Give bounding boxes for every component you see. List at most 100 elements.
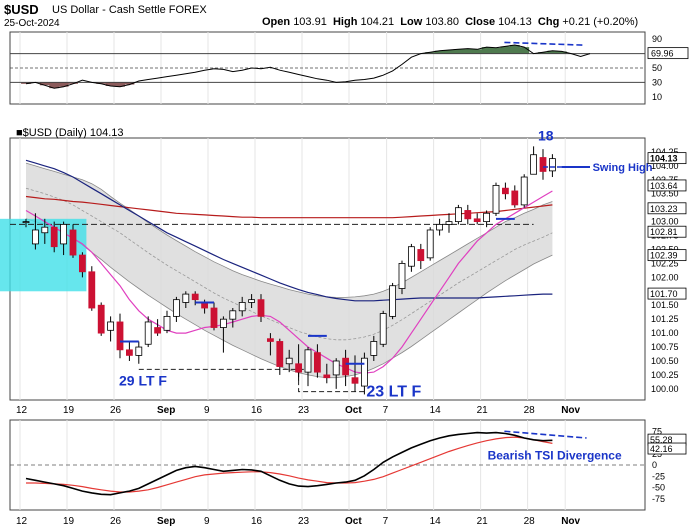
candle-body [229,310,237,320]
date-tick-label-bottom: 21 [477,516,489,527]
candle-body [219,318,227,328]
candle-body [276,341,284,367]
date-tick-label-bottom: 12 [16,516,28,527]
date-tick-label: 14 [430,405,442,416]
date-tick-label: 26 [110,405,122,416]
candle-body [50,226,58,248]
date-tick-label: Oct [345,405,362,416]
price-tick-label: 101.00 [651,328,679,338]
price-tick-label: 100.50 [651,356,679,366]
candle-body [511,190,519,206]
date-tick-label: 12 [16,405,28,416]
price-tick-label: 100.75 [651,342,679,352]
symbol-title: $USD [4,2,39,17]
instrument-name: US Dollar - Cash Settle FOREX [52,4,207,16]
date-tick-label-bottom: Sep [157,516,175,527]
candle-body [32,229,39,245]
price-tick-label: 100.25 [651,370,679,380]
candle-body [69,229,77,256]
date-tick-label-bottom: 26 [110,516,122,527]
keltner-band-fill [26,163,553,378]
price-tick-label: 101.50 [651,300,679,310]
price-tick-label: 104.25 [651,147,679,157]
date-tick-label: 23 [298,405,310,416]
candle-body [379,313,387,345]
candle-body [520,176,528,206]
cycle-low-label-left: 29 LT F [119,373,167,389]
price-panel-label: ■$USD (Daily) 104.13 [16,127,124,139]
low-value: 103.80 [425,16,459,28]
rsi-tick-label: 50 [652,63,662,73]
candle-body [22,221,30,224]
price-value-tag [647,287,687,300]
candle-body [266,338,274,342]
candle-body [191,293,199,301]
candle-body [257,299,265,317]
band-mid-line [25,187,553,341]
close-value: 104.13 [498,16,532,28]
candle-body [332,360,340,376]
tsi-signal-value-text: 42.16 [650,444,673,454]
ohlc-readout: Open 103.91 High 104.21 Low 103.80 Close… [262,16,638,28]
price-value-tag-text: 102.81 [650,227,678,237]
date-tick-label-bottom: Oct [345,516,362,527]
price-tick-label: 104.00 [651,161,679,171]
candle-body [426,229,434,259]
date-tick-label: Sep [157,405,175,416]
date-tick-label: 19 [63,405,75,416]
candle-body [295,363,303,373]
rsi-tick-label: 10 [652,92,662,102]
rsi-line [25,44,591,89]
rsi-value-text: 69.96 [651,49,674,59]
price-tick-label: 102.25 [651,258,679,268]
candle-body [323,374,331,379]
candle-body [360,357,368,387]
tsi-tick-label: -25 [652,471,665,481]
candle-body [549,158,556,172]
price-tick-label: 103.50 [651,189,679,199]
candle-body [107,321,114,331]
candle-body [464,210,472,220]
price-value-tag-text: 101.70 [650,289,678,299]
candle-body [539,157,547,172]
candle-body [41,226,49,234]
candle-body [313,352,321,373]
candle-body [88,271,96,309]
price-value-tag [647,179,687,192]
candle-body [370,341,378,356]
rsi-divergence-line [504,41,585,46]
candle-body [445,221,453,225]
tsi-line [25,431,553,496]
candle-body [492,184,500,214]
candle-body [389,285,397,317]
candle-body [60,224,67,245]
candle-body [135,346,143,356]
open-value: 103.91 [293,16,327,28]
chg-value: +0.21 (+0.20%) [562,16,639,28]
date-tick-label-bottom: 9 [204,516,210,527]
date-tick-label-bottom: 16 [251,516,263,527]
candle-body [530,154,537,175]
candle-body [483,212,491,223]
date-tick-label-bottom: 19 [63,516,75,527]
tsi-divergence-line [504,430,587,439]
low-label: Low [400,16,423,28]
price-tick-label: 101.25 [651,314,679,324]
price-value-tag [647,202,687,215]
swing-high-label: Swing High [593,162,653,174]
candle-body [436,224,444,231]
candle-body [172,299,180,317]
candle-body [248,299,256,303]
candle-body [116,321,124,351]
tsi-value-text: 55.28 [650,435,673,445]
date-tick-label: 7 [383,405,389,416]
candle-body [285,357,293,365]
price-value-tag-text: 102.39 [650,251,678,261]
sma50-line [25,159,553,302]
candle-body [163,315,171,331]
price-tick-label: 100.00 [651,384,679,394]
rsi-tick-label: 30 [652,77,662,87]
price-value-tag [647,152,687,165]
date-tick-label: 21 [477,405,489,416]
date-tick-label: 16 [251,405,263,416]
